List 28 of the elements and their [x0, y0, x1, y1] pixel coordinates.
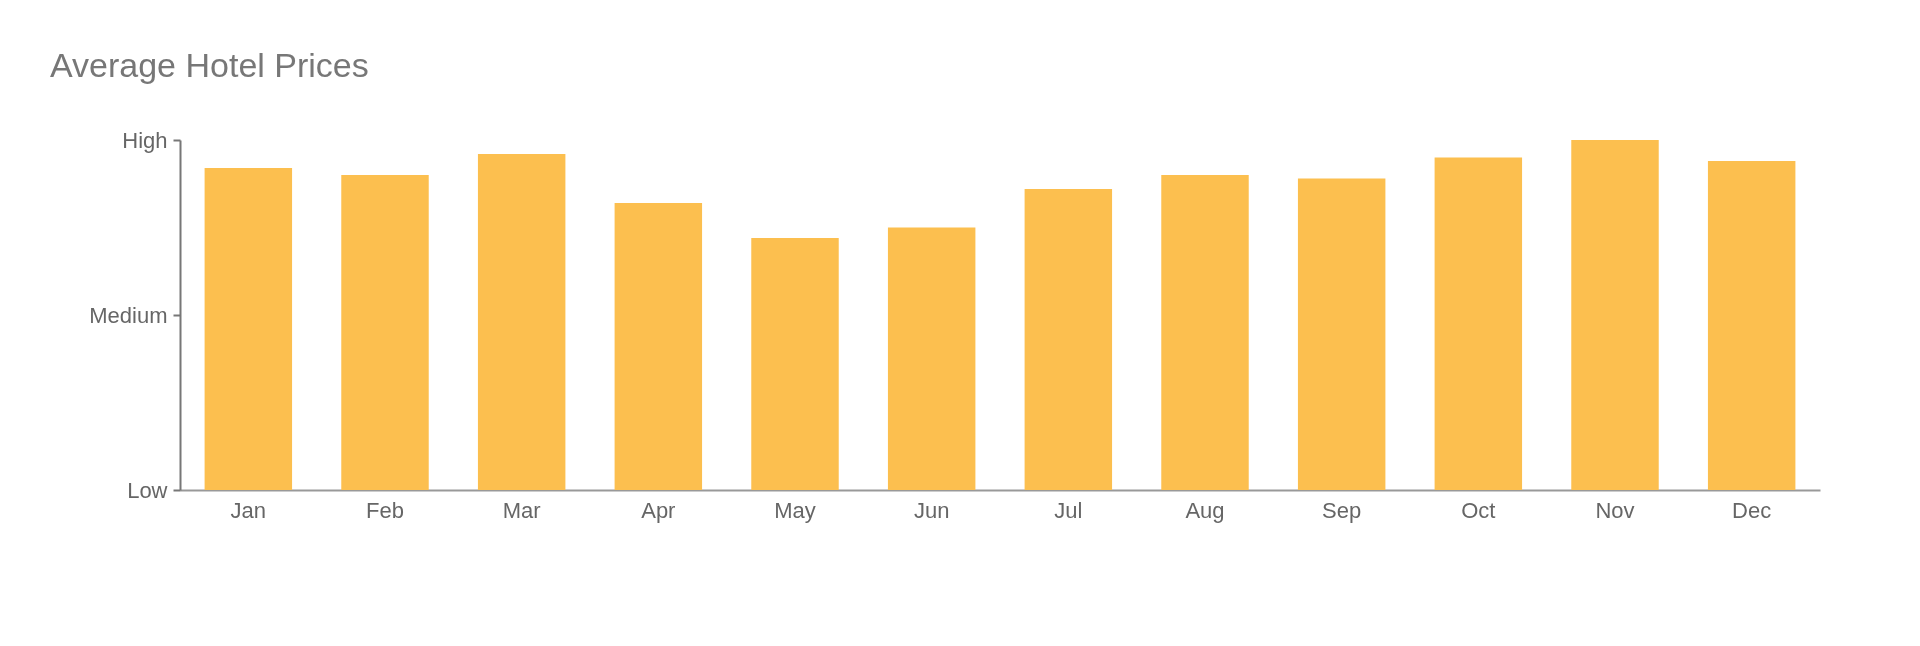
bar: [1571, 140, 1659, 490]
bar: [1434, 157, 1523, 490]
bar: [751, 238, 839, 490]
bar: [887, 227, 976, 490]
x-tick-label: Dec: [1732, 497, 1772, 523]
x-tick-label: Sep: [1322, 497, 1362, 523]
bar: [1297, 178, 1386, 490]
bar: [1024, 189, 1113, 490]
x-tick-label: Jun: [913, 497, 950, 523]
text: Medium: [89, 302, 168, 328]
bar: [1707, 161, 1796, 490]
x-tick-label: Nov: [1595, 497, 1635, 523]
bar: [204, 168, 293, 490]
x-tick-label: May: [774, 497, 816, 523]
text: Low: [127, 477, 168, 503]
bar: [477, 154, 566, 490]
x-tick-label: Oct: [1461, 497, 1496, 523]
x-tick-label: Jan: [230, 497, 267, 523]
bar: [341, 175, 429, 490]
x-tick-label: Aug: [1185, 497, 1225, 523]
x-tick-label: Mar: [502, 497, 541, 523]
chart-title: Average Hotel Prices: [50, 46, 369, 84]
bar: [614, 203, 703, 490]
bar: [1161, 175, 1249, 490]
x-tick-label: Feb: [366, 497, 404, 523]
x-tick-label: Apr: [641, 497, 676, 523]
x-tick-label: Jul: [1054, 497, 1083, 523]
text: High: [122, 127, 168, 153]
